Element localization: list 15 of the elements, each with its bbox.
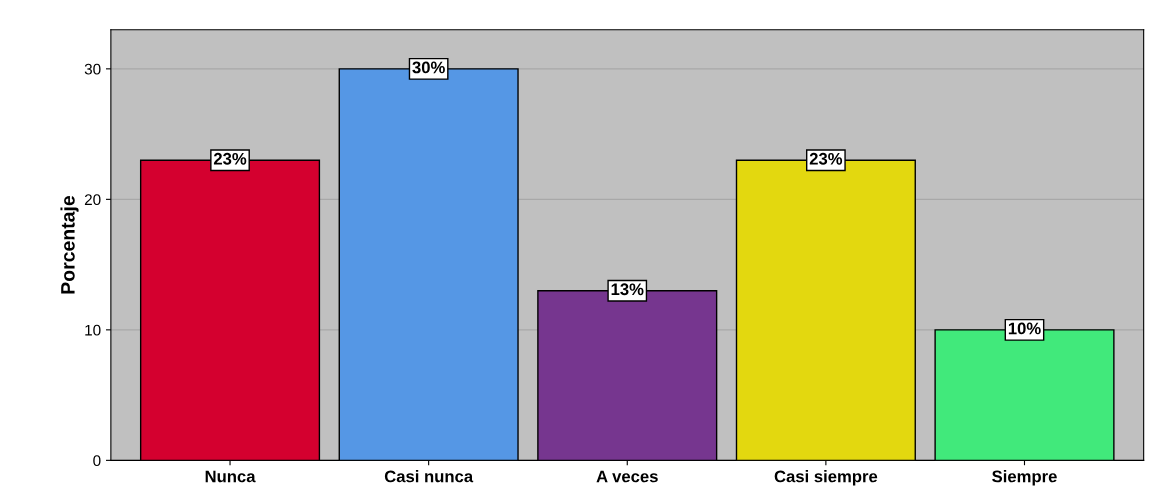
x-tick-label: Casi nunca bbox=[384, 470, 474, 483]
data-label: 10% bbox=[1008, 322, 1041, 335]
y-axis-title: Porcentaje bbox=[60, 195, 79, 294]
data-label: 23% bbox=[213, 152, 247, 165]
x-tick-label: Nunca bbox=[205, 470, 256, 483]
data-label: 30% bbox=[412, 61, 445, 74]
x-tick-label: Casi siempre bbox=[774, 470, 878, 486]
x-tick-label: Siempre bbox=[992, 470, 1057, 486]
y-tick-label: 0 bbox=[93, 455, 101, 467]
y-tick-label: 30 bbox=[84, 63, 101, 75]
y-tick-label: 20 bbox=[84, 194, 101, 206]
y-tick-label: 10 bbox=[85, 324, 101, 336]
data-label: 23% bbox=[809, 152, 843, 165]
x-tick-label: A veces bbox=[596, 470, 658, 483]
data-label: 13% bbox=[611, 283, 644, 296]
